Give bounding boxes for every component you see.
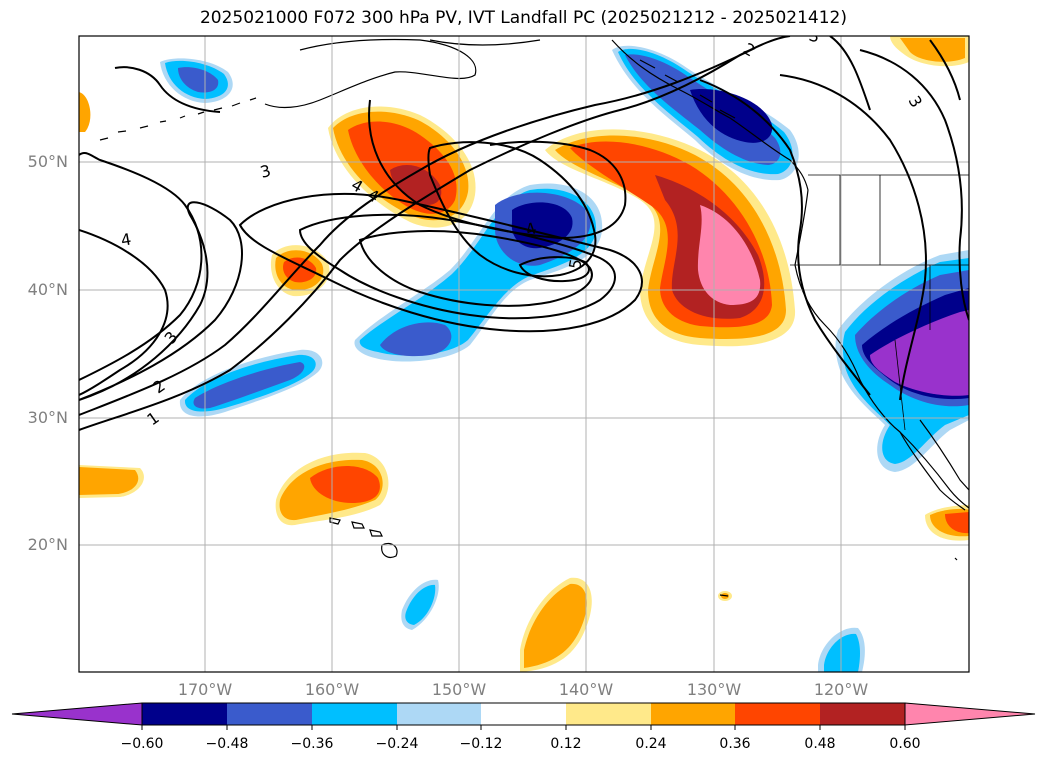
borders: [790, 174, 969, 431]
colorbar-segment: [227, 703, 312, 725]
colorbar-segment: [397, 703, 481, 725]
colorbar-segment: [566, 703, 651, 725]
colorbar-extend-low: [11, 702, 143, 726]
colorbar-tick-label: −0.36: [290, 736, 334, 752]
map-plot-area: 1 2 3 3 4 4 4 4 5 2 3 3: [79, 26, 969, 672]
colorbar-tick-label: 0.60: [889, 736, 921, 752]
lon-label: 120°W: [813, 680, 869, 699]
colorbar-tick-label: −0.60: [120, 736, 164, 752]
colorbar-tick-label: −0.48: [205, 736, 249, 752]
colorbar-tick-label: 0.48: [804, 736, 836, 752]
colorbar-tick-label: −0.12: [459, 736, 503, 752]
colorbar-segment: [820, 703, 905, 725]
colorbar: [11, 702, 1036, 730]
colorbar-segment: [142, 703, 227, 725]
lat-label: 40°N: [27, 280, 68, 299]
colorbar-segment: [481, 703, 566, 725]
plot-frame: [78, 35, 970, 673]
map-title: 2025021000 F072 300 hPa PV, IVT Landfall…: [199, 8, 847, 28]
colorbar-tick-label: 0.36: [719, 736, 751, 752]
colorbar-segment: [651, 703, 735, 725]
pv-contours: [79, 36, 969, 431]
lon-label: 140°W: [558, 680, 614, 699]
lon-label: 130°W: [686, 680, 742, 699]
lon-label: 170°W: [177, 680, 233, 699]
lon-label: 150°W: [431, 680, 487, 699]
colorbar-tick-label: 0.12: [550, 736, 582, 752]
colorbar-segment: [735, 703, 820, 725]
lat-label: 30°N: [27, 408, 68, 427]
colorbar-tick-label: −0.24: [375, 736, 419, 752]
contour-label: 3: [807, 26, 822, 47]
contour-label: 3: [258, 161, 273, 182]
contour-label: 5: [565, 257, 585, 270]
contour-label: 4: [119, 229, 132, 249]
lon-label: 160°W: [304, 680, 360, 699]
colorbar-segment: [312, 703, 397, 725]
lat-label: 50°N: [27, 152, 68, 171]
colorbar-tick-label: 0.24: [635, 736, 667, 752]
colorbar-extend-high: [904, 702, 1036, 726]
lat-label: 20°N: [27, 535, 68, 554]
